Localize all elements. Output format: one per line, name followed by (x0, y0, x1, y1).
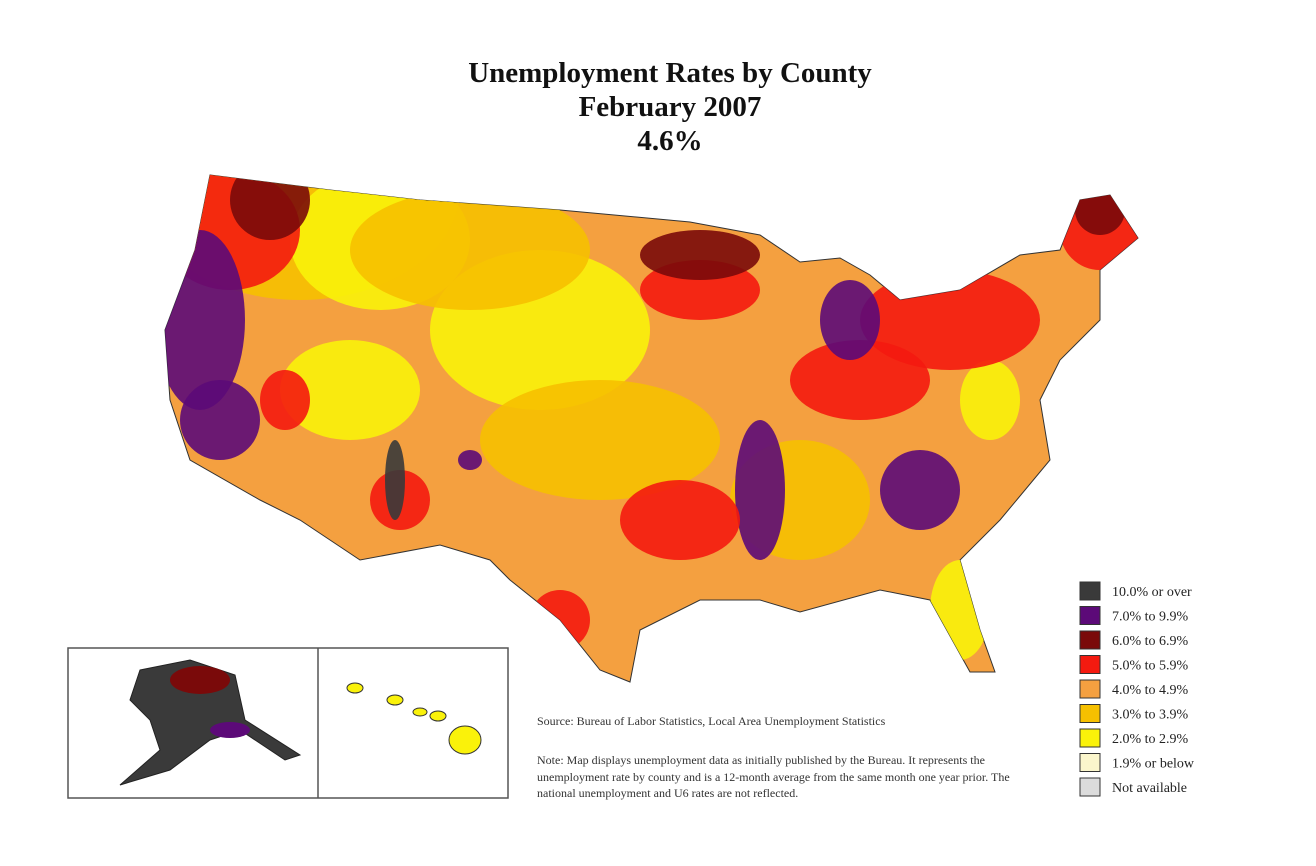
county-patch (280, 340, 420, 440)
legend-label: 2.0% to 2.9% (1112, 732, 1189, 747)
legend-label: 3.0% to 3.9% (1112, 708, 1189, 723)
county-patch (480, 380, 720, 500)
county-patch (820, 280, 880, 360)
hawaii-island (448, 725, 482, 755)
hawaii-island (412, 707, 428, 717)
inset-frame (67, 647, 509, 799)
legend-label: 5.0% to 5.9% (1112, 659, 1189, 674)
legend: 10.0% or over 7.0% to 9.9% 6.0% to 6.9% 5.0… (1079, 581, 1195, 797)
alaska-patch (210, 722, 250, 738)
us-map (164, 174, 1139, 683)
chart-title: Unemployment Rates by County (468, 57, 872, 89)
county-patch (350, 190, 590, 310)
legend-label: Not available (1112, 781, 1187, 796)
legend-label: 10.0% or over (1112, 585, 1192, 600)
legend-label: 6.0% to 6.9% (1112, 634, 1189, 649)
county-patch (620, 480, 740, 560)
legend-swatch (1079, 753, 1101, 772)
hawaii-island (346, 682, 364, 694)
county-patch (260, 370, 310, 430)
county-patch (530, 590, 590, 650)
chart-title: February 2007 (579, 91, 762, 123)
source: Source: Bureau of Labor Statistics, Loca… (537, 714, 886, 728)
legend-swatch (1079, 655, 1101, 674)
county-patch (385, 440, 405, 520)
legend-swatch (1079, 704, 1101, 723)
insets (119, 659, 482, 786)
county-patch (230, 175, 310, 240)
county-patch (640, 230, 760, 280)
legend-swatch (1079, 777, 1101, 797)
county-patch (1075, 185, 1125, 235)
legend-swatch (1079, 728, 1101, 748)
note: Note: Map displays unemployment data as … (537, 753, 1010, 800)
county-patch (735, 420, 785, 560)
county-patch (790, 340, 930, 420)
legend-swatch (1079, 630, 1101, 650)
county-patch (880, 450, 960, 530)
legend-label: 1.9% or below (1112, 757, 1195, 772)
legend-swatch (1079, 679, 1101, 699)
county-patch (960, 360, 1020, 440)
chart-title: 4.6% (637, 125, 702, 157)
hawaii-island (386, 694, 404, 706)
hawaii-island (429, 710, 447, 722)
county-patch (930, 560, 990, 660)
legend-label: 4.0% to 4.9% (1112, 683, 1189, 698)
county-patches (165, 175, 1138, 660)
legend-label: 7.0% to 9.9% (1112, 610, 1189, 625)
legend-swatch (1079, 581, 1101, 601)
county-patch (458, 450, 482, 470)
county-patch (180, 380, 260, 460)
alaska-patch (170, 666, 230, 694)
legend-swatch (1079, 606, 1101, 625)
